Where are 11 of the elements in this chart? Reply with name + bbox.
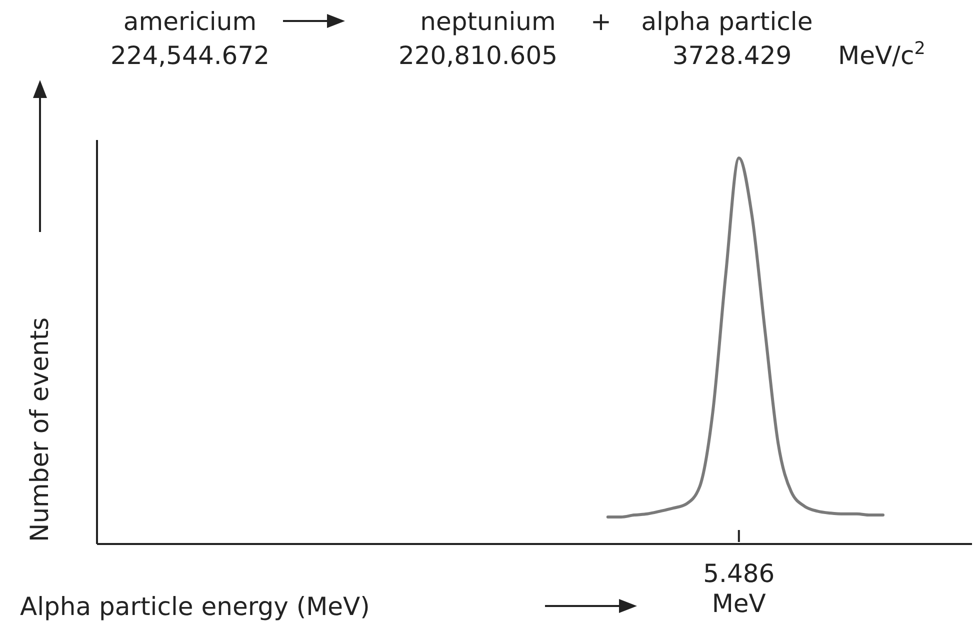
text: americium	[123, 7, 257, 36]
text: MeV/c$^{2}$	[838, 39, 926, 70]
text: 5.486 MeV	[703, 559, 775, 618]
text: +	[590, 7, 612, 36]
text: 220,810.605	[398, 41, 558, 70]
text: 224,544.672	[110, 41, 270, 70]
text: alpha particle	[641, 7, 813, 36]
text: neptunium	[420, 7, 556, 36]
y-axis-title: Number of events	[25, 317, 54, 542]
x-axis-title: Alpha particle energy (MeV)	[20, 592, 370, 621]
text: 3728.429	[672, 41, 792, 70]
